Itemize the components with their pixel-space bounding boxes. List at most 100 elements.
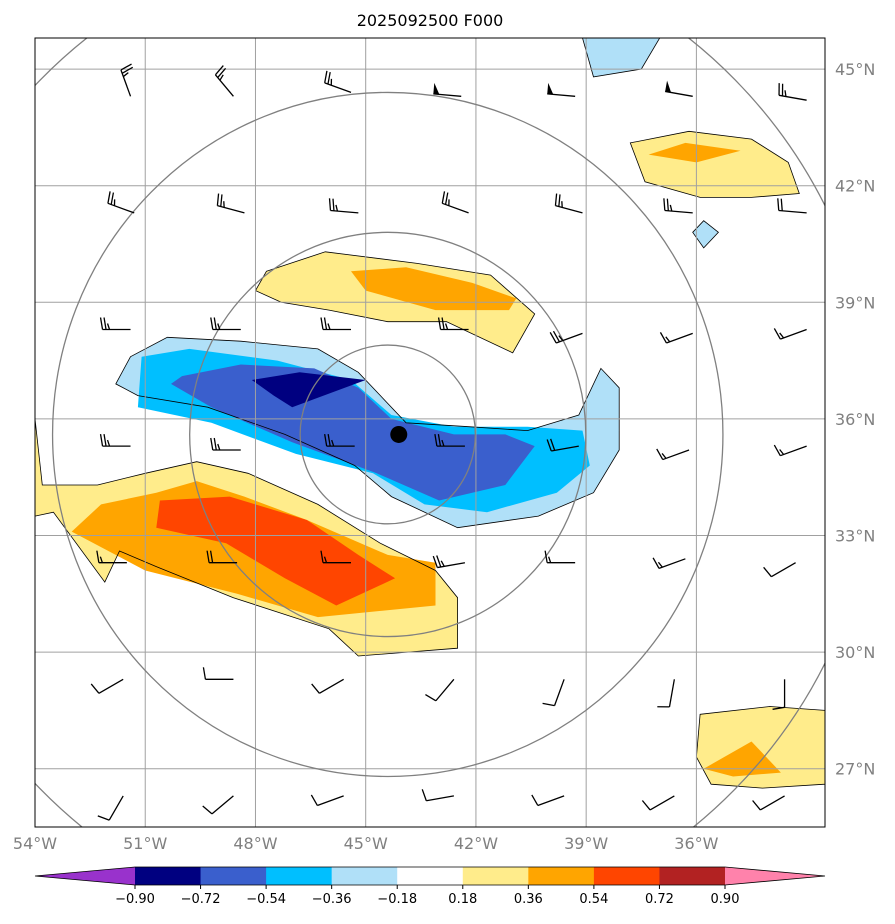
wind-barb-15 (210, 317, 241, 331)
colorbar-extend-low (35, 867, 135, 885)
wind-barb-25 (546, 438, 579, 452)
range-ring-2 (51, 91, 724, 778)
colorbar-bin-8 (659, 867, 726, 885)
lat-tick-label-4: 39°N (835, 293, 875, 312)
longitude-tick-labels: 54°W 51°W 48°W 45°W 42°W 39°W 36°W (13, 834, 719, 853)
wind-barb-42 (97, 795, 124, 821)
colorbar: −0.90 −0.72 −0.54 −0.36 −0.18 0.18 0.36 0.54 0.7… (34, 866, 826, 907)
wind-barb-40 (657, 679, 675, 708)
wind-barb-45 (421, 789, 454, 802)
wind-barb-23 (324, 433, 355, 447)
colorbar-label-5: 0.18 (448, 892, 477, 907)
contour-line-14 (692, 220, 719, 249)
contour-fill-8 (351, 267, 517, 311)
wind-barb-29 (206, 550, 238, 564)
colorbar-bin-0 (135, 867, 202, 885)
wind-barb-3 (433, 82, 462, 97)
contour-fill-13 (582, 38, 660, 77)
contour-fill-10 (648, 142, 741, 163)
contour-line-7 (254, 251, 536, 354)
wind-barb-19 (659, 332, 693, 344)
lat-tick-label-0: 27°N (835, 760, 875, 779)
lon-tick-label-6: 36°W (674, 834, 718, 853)
contour-fill-11 (696, 706, 825, 789)
colorbar-bin-3 (331, 867, 398, 885)
latitude-tick-labels: 27°N 30°N 33°N 36°N 39°N 42°N 45°N (835, 60, 875, 779)
lat-tick-label-3: 36°N (835, 410, 875, 429)
wind-barb-10 (441, 191, 469, 214)
colorbar-bin-1 (200, 867, 267, 885)
wind-barb-20 (773, 328, 807, 340)
wind-barb-35 (90, 678, 124, 694)
colorbar-extend-high (725, 867, 825, 885)
wind-barb-43 (202, 795, 234, 815)
colorbar-bin-7 (593, 867, 660, 885)
colorbar-label-2: −0.54 (246, 892, 286, 907)
wind-barb-1 (214, 65, 234, 97)
map-frame (34, 37, 826, 828)
wind-barb-0 (120, 63, 134, 97)
lon-tick-label-4: 42°W (454, 834, 498, 853)
colorbar-label-0: −0.90 (115, 892, 155, 907)
wind-barb-21 (99, 433, 131, 447)
chart-title: 2025092500 F000 (357, 11, 504, 30)
wind-barb-18 (549, 330, 583, 344)
colorbar-label-3: −0.36 (312, 892, 352, 907)
contour-line-11 (695, 706, 825, 789)
colorbar-bin-2 (266, 867, 333, 885)
wind-barb-5 (665, 80, 693, 97)
colorbar-label-7: 0.54 (579, 892, 608, 907)
contour-fill-12 (703, 741, 781, 777)
range-ring-0 (299, 344, 477, 525)
wind-barb-26 (656, 448, 690, 461)
lon-tick-label-2: 48°W (233, 834, 277, 853)
wind-barb-41 (772, 679, 786, 710)
lat-tick-label-6: 45°N (835, 60, 875, 79)
center-dot (390, 425, 408, 443)
wind-barb-8 (216, 193, 245, 214)
wind-barb-22 (210, 437, 241, 451)
wind-barb-48 (752, 795, 785, 811)
contour-fill-6 (156, 496, 396, 606)
lon-tick-label-5: 39°W (564, 834, 608, 853)
wind-barb-39 (542, 679, 565, 707)
colorbar-bin-5 (462, 867, 529, 885)
colorbar-label-1: −0.72 (181, 892, 221, 907)
wind-barbs (90, 63, 807, 821)
wind-barb-13 (777, 198, 807, 214)
lon-tick-label-0: 54°W (13, 834, 57, 853)
lon-tick-label-1: 51°W (123, 834, 167, 853)
wind-barb-37 (311, 678, 344, 694)
colorbar-label-6: 0.36 (514, 892, 543, 907)
storm-center-marker (390, 425, 408, 443)
wind-barb-44 (310, 794, 344, 807)
wind-barb-24 (434, 433, 465, 447)
colorbar-label-8: 0.72 (645, 892, 674, 907)
contour-fill-3 (251, 372, 366, 408)
wind-barb-16 (320, 317, 351, 331)
wind-barb-4 (547, 82, 576, 97)
wind-barb-27 (773, 444, 807, 457)
lat-lon-grid (35, 38, 825, 827)
wind-barb-12 (663, 198, 693, 214)
colorbar-label-9: 0.90 (711, 892, 740, 907)
contour-line-9 (629, 130, 800, 198)
filled-contours (35, 38, 825, 789)
wind-barb-6 (778, 83, 807, 101)
wind-barb-7 (107, 191, 135, 214)
range-ring-1 (189, 231, 587, 638)
wind-barb-32 (544, 550, 576, 564)
wind-barb-46 (531, 794, 565, 807)
wind-barb-36 (202, 667, 234, 680)
wind-barb-38 (425, 678, 455, 702)
wind-barb-31 (432, 555, 466, 569)
colorbar-label-4: −0.18 (377, 892, 417, 907)
wind-barb-28 (96, 550, 127, 564)
lat-tick-label-2: 33°N (835, 526, 875, 545)
wind-barb-2 (324, 70, 352, 94)
contour-fill-2 (171, 364, 535, 501)
colorbar-bin-4 (397, 867, 464, 885)
